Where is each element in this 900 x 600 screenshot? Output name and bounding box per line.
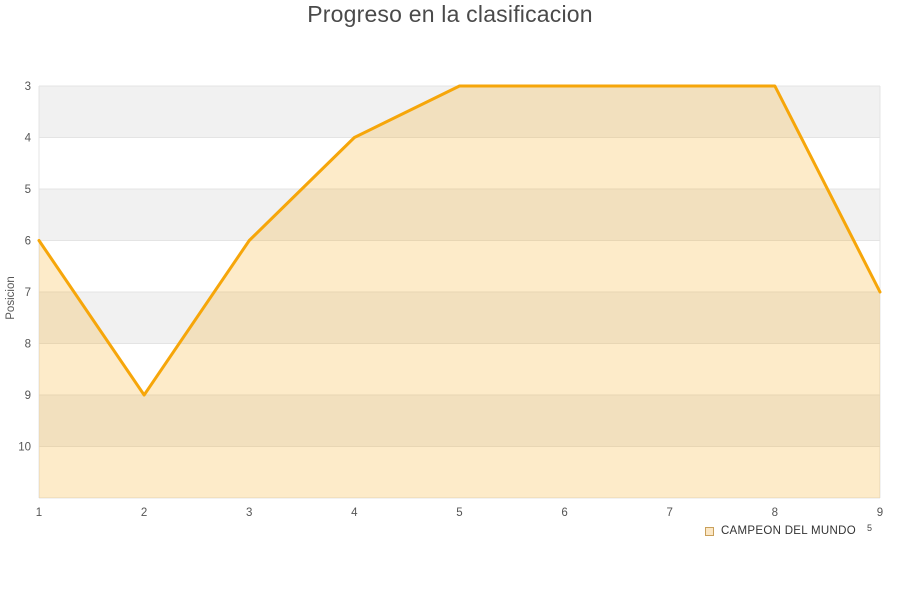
y-tick-label: 10	[18, 442, 31, 454]
y-tick-label: 3	[25, 81, 31, 93]
y-axis-labels: 3 4 5 6 7 8 9 10	[18, 81, 31, 454]
x-tick-label: 5	[456, 507, 462, 519]
y-tick-label: 7	[25, 287, 31, 299]
plot-band	[39, 446, 880, 498]
plot-bands	[39, 86, 880, 498]
plot-band	[39, 86, 880, 138]
plot-band	[39, 240, 880, 292]
x-tick-label: 2	[141, 507, 147, 519]
legend-label: CAMPEON DEL MUNDO	[720, 525, 856, 537]
x-tick-label: 4	[351, 507, 358, 519]
plot-band	[39, 395, 880, 447]
plot-band	[39, 343, 880, 395]
area-series-line	[37, 84, 882, 397]
y-tick-label: 5	[25, 184, 31, 196]
plot-band	[39, 137, 880, 189]
x-tick-label: 1	[36, 507, 42, 519]
y-axis-title: Posicion	[5, 276, 17, 319]
x-tick-label: 3	[246, 507, 252, 519]
y-tick-label: 9	[25, 390, 31, 402]
y-tick-label: 6	[25, 236, 31, 248]
plot-band	[39, 292, 880, 344]
x-tick-label: 6	[561, 507, 567, 519]
x-tick-label: 7	[667, 507, 673, 519]
plot-band	[39, 189, 880, 241]
legend-marker-icon	[704, 526, 714, 536]
x-tick-label: 9	[877, 507, 883, 519]
legend[interactable]: CAMPEON DEL MUNDO 5	[704, 523, 872, 537]
legend-superscript: 5	[866, 523, 872, 533]
x-tick-label: 8	[772, 507, 778, 519]
y-tick-label: 4	[25, 133, 32, 145]
x-axis-labels: 1 2 3 4 5 6 7 8 9	[36, 507, 883, 519]
y-tick-label: 8	[25, 339, 31, 351]
chart-title: Progreso en la clasificacion	[307, 1, 593, 27]
area-series-fill	[39, 86, 880, 498]
